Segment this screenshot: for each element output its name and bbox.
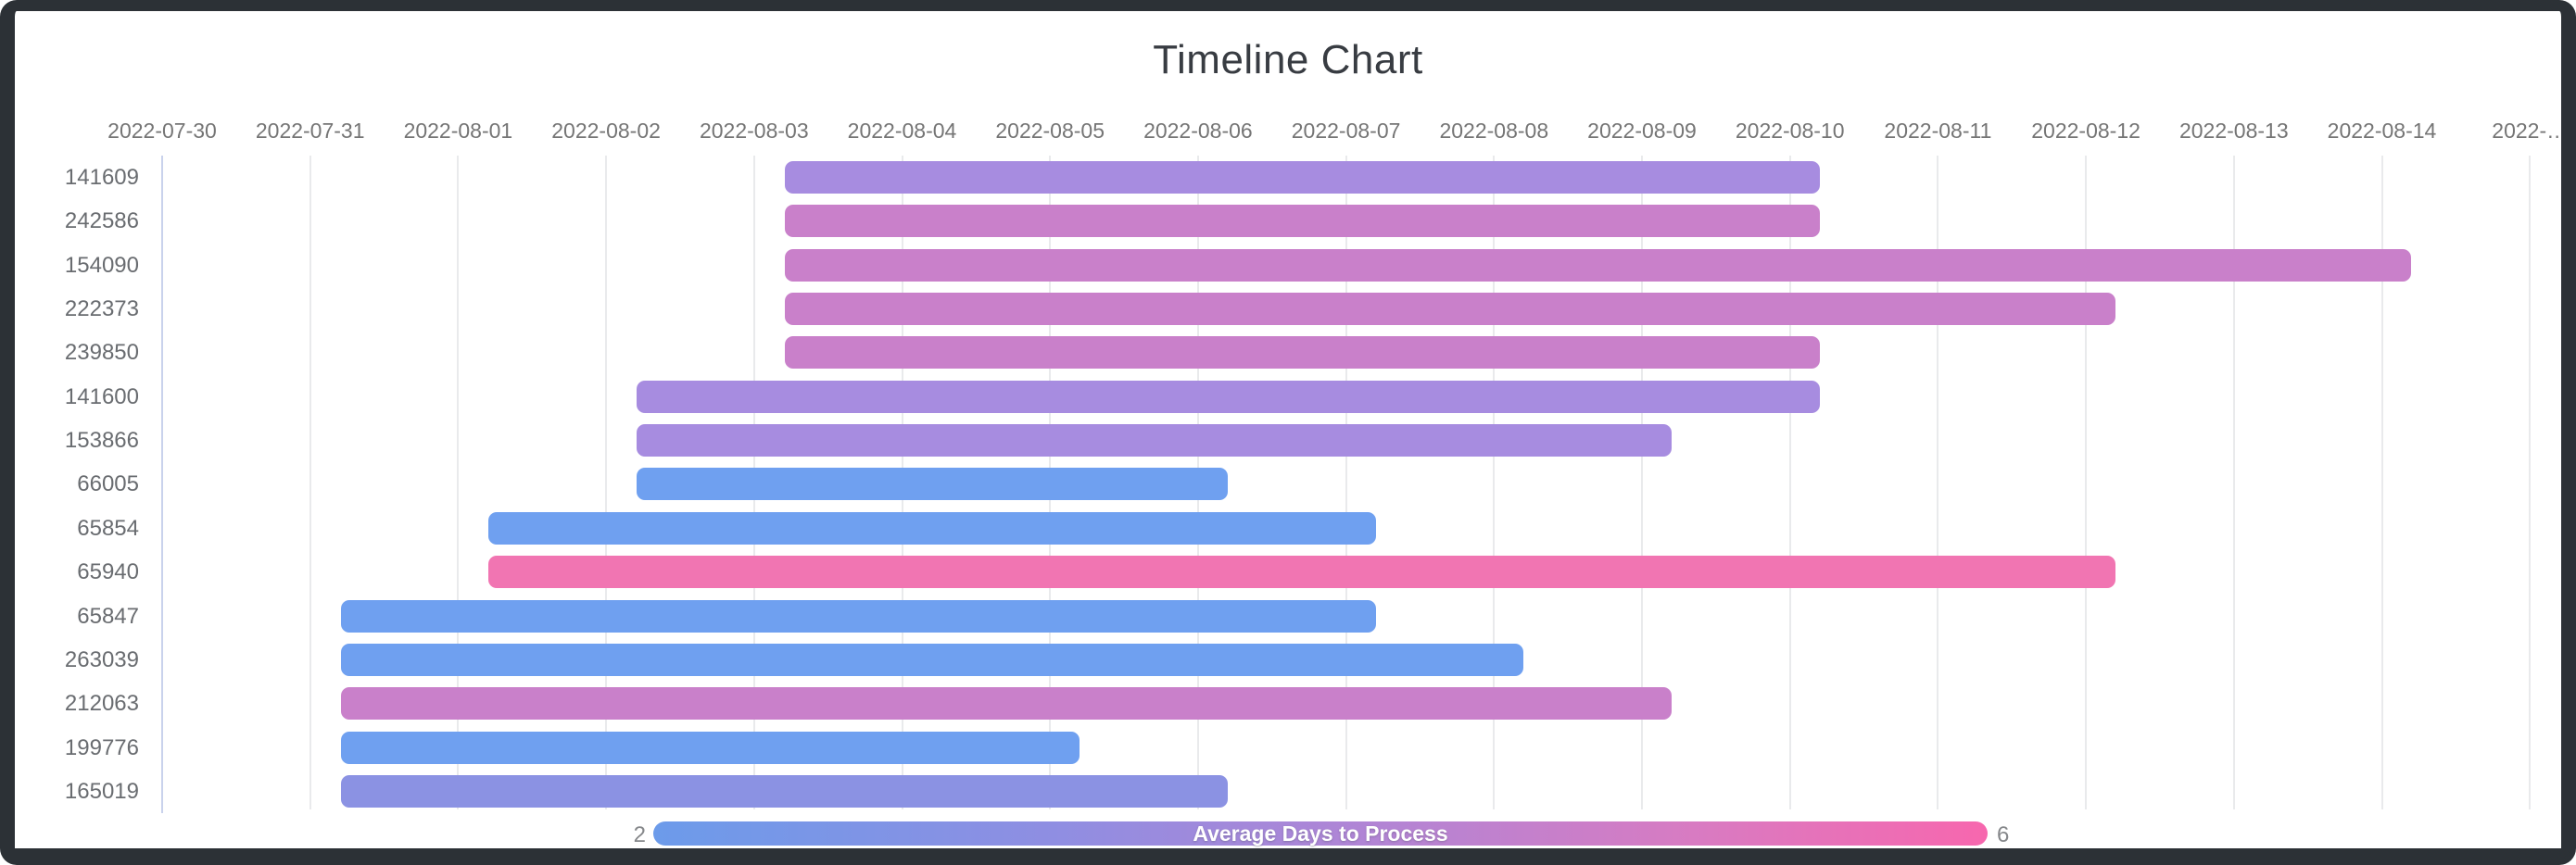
gridline [605, 156, 608, 809]
timeline-bar[interactable] [784, 293, 2116, 326]
y-axis-line [161, 156, 163, 813]
gridline [2380, 156, 2383, 809]
legend-min-value: 2 [633, 822, 646, 847]
y-axis-label: 165019 [64, 778, 139, 804]
x-axis-tick-label: 2022-08-09 [1587, 119, 1697, 143]
chart-title: Timeline Chart [1153, 37, 1423, 82]
gridline [1788, 156, 1791, 809]
timeline-bar[interactable] [340, 643, 1524, 676]
x-axis-tick-label: 2022-08-12 [2031, 119, 2140, 143]
gridline [2085, 156, 2088, 809]
x-axis-tick-label: 2022-07-30 [107, 119, 217, 143]
x-axis-tick-label: 2022-08-07 [1291, 119, 1401, 143]
timeline-bar[interactable] [340, 731, 1080, 764]
x-axis-tick-label: 2022-08-05 [995, 119, 1105, 143]
timeline-bar[interactable] [340, 774, 1228, 808]
x-axis-tick-label: 2022-08-03 [699, 119, 809, 143]
legend-gradient-bar: Average Days to Process [653, 821, 1988, 846]
legend: 2 Average Days to Process 6 [0, 821, 2576, 848]
gridline [1345, 156, 1347, 809]
x-axis-tick-label: 2022-08-04 [847, 119, 957, 143]
x-axis-tick-label: 2022-07-31 [255, 119, 365, 143]
timeline-bar[interactable] [488, 511, 1376, 545]
gridline [1493, 156, 1496, 809]
timeline-bar[interactable] [637, 468, 1228, 501]
legend-max-value: 6 [1997, 822, 2010, 847]
y-axis-label: 65940 [77, 559, 139, 585]
timeline-bar[interactable] [784, 248, 2412, 282]
timeline-bar[interactable] [784, 205, 1820, 238]
timeline-bar[interactable] [488, 556, 2116, 589]
timeline-bar[interactable] [637, 380, 1820, 413]
x-axis-tick-label: 2022-08-01 [403, 119, 513, 143]
y-axis-label: 141609 [64, 165, 139, 190]
y-axis-label: 212063 [64, 691, 139, 717]
x-axis-tick-label: 2022-08-02 [551, 119, 661, 143]
x-axis-tick-label: 2022-08-06 [1143, 119, 1253, 143]
y-axis-label: 154090 [64, 252, 139, 278]
timeline-bar[interactable] [784, 336, 1820, 370]
gridline [2232, 156, 2235, 809]
timeline-bar[interactable] [340, 599, 1376, 633]
x-axis-tick-label: 2022-08-11 [1884, 119, 1992, 143]
timeline-bar[interactable] [340, 687, 1672, 721]
y-axis-label: 222373 [64, 296, 139, 322]
y-axis-label: 199776 [64, 734, 139, 760]
x-axis-tick-label: 2022-08-08 [1439, 119, 1549, 143]
gridline [1937, 156, 1939, 809]
gridline [2529, 156, 2532, 809]
x-axis-tick-label: 2022-08-14 [2327, 119, 2437, 143]
legend-title: Average Days to Process [1193, 821, 1448, 846]
gridline [309, 156, 311, 809]
y-axis-label: 65854 [77, 515, 139, 541]
timeline-bar[interactable] [784, 161, 1820, 194]
y-axis-label: 141600 [64, 383, 139, 409]
x-axis-tick-label: 2022-… [2492, 119, 2569, 143]
y-axis-label: 153866 [64, 428, 139, 454]
y-axis-label: 66005 [77, 471, 139, 497]
x-axis-tick-label: 2022-08-10 [1735, 119, 1845, 143]
gridline [1641, 156, 1643, 809]
gridline [457, 156, 460, 809]
y-axis-label: 242586 [64, 208, 139, 234]
y-axis-label: 263039 [64, 646, 139, 672]
timeline-bar[interactable] [637, 424, 1672, 458]
y-axis-label: 65847 [77, 603, 139, 629]
y-axis-label: 239850 [64, 340, 139, 366]
x-axis-tick-label: 2022-08-13 [2178, 119, 2289, 143]
